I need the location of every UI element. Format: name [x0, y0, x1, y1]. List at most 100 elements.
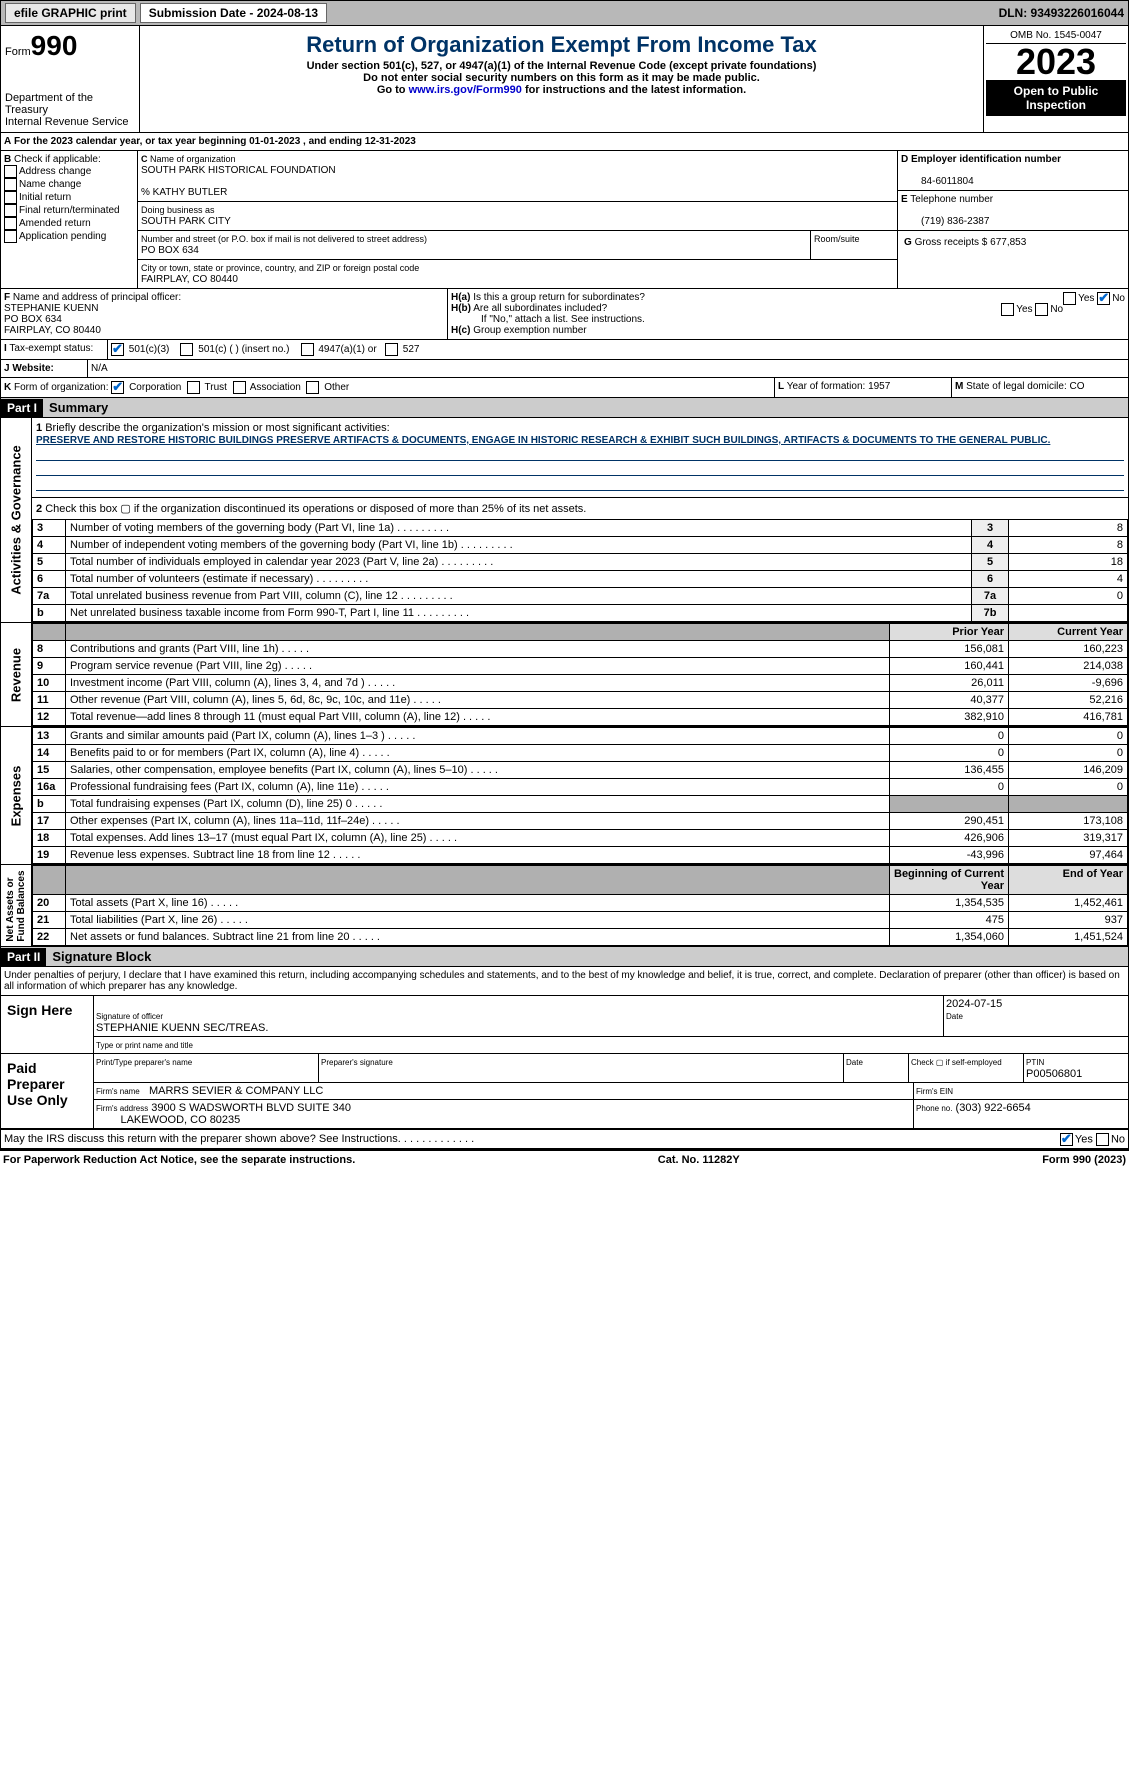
expenses-section: Expenses 13Grants and similar amounts pa… — [0, 727, 1129, 865]
firm-addr: 3900 S WADSWORTH BLVD SUITE 340 — [151, 1102, 351, 1114]
chk-501c3[interactable] — [111, 343, 124, 356]
check-pending[interactable] — [4, 230, 17, 243]
discuss-no[interactable] — [1096, 1133, 1109, 1146]
dba-name: SOUTH PARK CITY — [141, 216, 231, 227]
self-emp-label: Check ▢ if self-employed — [911, 1058, 1002, 1067]
part2-hdr: Part II — [1, 948, 46, 966]
prep-name-label: Print/Type preparer's name — [96, 1058, 192, 1067]
l1-label: Briefly describe the organization's miss… — [45, 422, 389, 434]
discuss-label: May the IRS discuss this return with the… — [4, 1133, 401, 1145]
chk-4947[interactable] — [301, 343, 314, 356]
chk-corp[interactable] — [111, 381, 124, 394]
chk-501c[interactable] — [180, 343, 193, 356]
phone-label: Telephone number — [910, 194, 993, 205]
ptin-label: PTIN — [1026, 1058, 1044, 1067]
opt-pending: Application pending — [19, 231, 106, 242]
firm-addr-label: Firm's address — [96, 1104, 148, 1113]
ha-label: Is this a group return for subordinates? — [473, 292, 645, 303]
chk-trust[interactable] — [187, 381, 200, 394]
box-b-label: Check if applicable: — [14, 154, 101, 165]
date-label: Date — [946, 1012, 963, 1021]
footer-right: Form 990 (2023) — [1042, 1154, 1126, 1166]
street-label: Number and street (or P.O. box if mail i… — [141, 234, 427, 244]
ein-label: Employer identification number — [911, 154, 1061, 165]
room-label: Room/suite — [814, 234, 860, 244]
hc-label: Group exemption number — [473, 325, 586, 336]
check-address-change[interactable] — [4, 165, 17, 178]
opt-final: Final return/terminated — [19, 205, 120, 216]
care-of: % KATHY BUTLER — [141, 187, 227, 198]
efile-print-button[interactable]: efile GRAPHIC print — [5, 3, 136, 23]
ha-no[interactable] — [1097, 292, 1110, 305]
firm-ein-label: Firm's EIN — [916, 1087, 953, 1096]
form-header: Form990 Department of the Treasury Inter… — [0, 26, 1129, 133]
perjury-declaration: Under penalties of perjury, I declare th… — [0, 967, 1129, 996]
firm-name-label: Firm's name — [96, 1087, 140, 1096]
prep-date-label: Date — [846, 1058, 863, 1067]
opt-527: 527 — [403, 344, 420, 355]
website-val: N/A — [88, 360, 1128, 377]
opt-other: Other — [324, 382, 349, 393]
check-initial[interactable] — [4, 191, 17, 204]
goto-suffix: for instructions and the latest informat… — [522, 84, 746, 96]
year-form-label: Year of formation: — [787, 381, 868, 392]
domicile: CO — [1070, 381, 1085, 392]
firm-phone-label: Phone no. — [916, 1104, 952, 1113]
sign-here-label: Sign Here — [1, 996, 94, 1053]
hb-no[interactable] — [1035, 303, 1048, 316]
tax-year: 2023 — [986, 44, 1126, 80]
officer-label: Name and address of principal officer: — [13, 292, 181, 303]
check-name-change[interactable] — [4, 178, 17, 191]
net-assets-section: Net Assets orFund Balances Beginning of … — [0, 865, 1129, 947]
officer-street: PO BOX 634 — [4, 314, 62, 325]
tax-status-label: Tax-exempt status: — [9, 343, 93, 354]
form-title: Return of Organization Exempt From Incom… — [144, 32, 979, 58]
ha-yes[interactable] — [1063, 292, 1076, 305]
opt-address: Address change — [19, 166, 91, 177]
side-expenses: Expenses — [9, 765, 24, 826]
mission-text: PRESERVE AND RESTORE HISTORIC BUILDINGS … — [36, 435, 1050, 446]
entity-block: B Check if applicable: Address change Na… — [0, 151, 1129, 289]
domicile-label: State of legal domicile: — [966, 381, 1069, 392]
ptin-val: P00506801 — [1026, 1068, 1082, 1080]
dept-label: Department of the Treasury — [5, 92, 135, 116]
revenue-section: Revenue Prior YearCurrent Year8Contribut… — [0, 623, 1129, 727]
name-label: Name of organization — [150, 154, 236, 164]
part1-hdr: Part I — [1, 399, 43, 417]
footer-center: Cat. No. 11282Y — [658, 1154, 740, 1166]
opt-501c: 501(c) ( ) (insert no.) — [198, 344, 289, 355]
officer-name: STEPHANIE KUENN — [4, 303, 98, 314]
sig-officer-name: STEPHANIE KUENN SEC/TREAS. — [96, 1022, 268, 1034]
discuss-yes[interactable] — [1060, 1133, 1073, 1146]
subtitle-1: Under section 501(c), 527, or 4947(a)(1)… — [144, 60, 979, 72]
paid-preparer-label: Paid Preparer Use Only — [1, 1054, 94, 1128]
opt-initial: Initial return — [19, 192, 71, 203]
l2-text: Check this box ▢ if the organization dis… — [45, 503, 586, 515]
side-net: Net Assets orFund Balances — [5, 870, 27, 941]
chk-assoc[interactable] — [233, 381, 246, 394]
check-final[interactable] — [4, 204, 17, 217]
firm-city: LAKEWOOD, CO 80235 — [120, 1114, 240, 1126]
irs-link[interactable]: www.irs.gov/Form990 — [409, 84, 522, 96]
prep-sig-label: Preparer's signature — [321, 1058, 393, 1067]
city: FAIRPLAY, CO 80440 — [141, 274, 238, 285]
hb-yes[interactable] — [1001, 303, 1014, 316]
submission-date: Submission Date - 2024-08-13 — [140, 3, 327, 23]
check-amended[interactable] — [4, 217, 17, 230]
hb-label: Are all subordinates included? — [473, 303, 607, 314]
dba-label: Doing business as — [141, 205, 215, 215]
form-org-label: Form of organization: — [14, 382, 109, 393]
year-form: 1957 — [868, 381, 890, 392]
chk-527[interactable] — [385, 343, 398, 356]
opt-assoc: Association — [250, 382, 301, 393]
part1-title: Summary — [43, 398, 114, 417]
opt-amended: Amended return — [19, 218, 91, 229]
telephone: (719) 836-2387 — [901, 216, 989, 227]
opt-corp: Corporation — [129, 382, 181, 393]
opt-trust: Trust — [205, 382, 227, 393]
gross-receipts: 677,853 — [990, 237, 1026, 248]
top-toolbar: efile GRAPHIC print Submission Date - 20… — [0, 0, 1129, 26]
chk-other[interactable] — [306, 381, 319, 394]
opt-name: Name change — [19, 179, 81, 190]
activities-governance: Activities & Governance 1 Briefly descri… — [0, 418, 1129, 623]
